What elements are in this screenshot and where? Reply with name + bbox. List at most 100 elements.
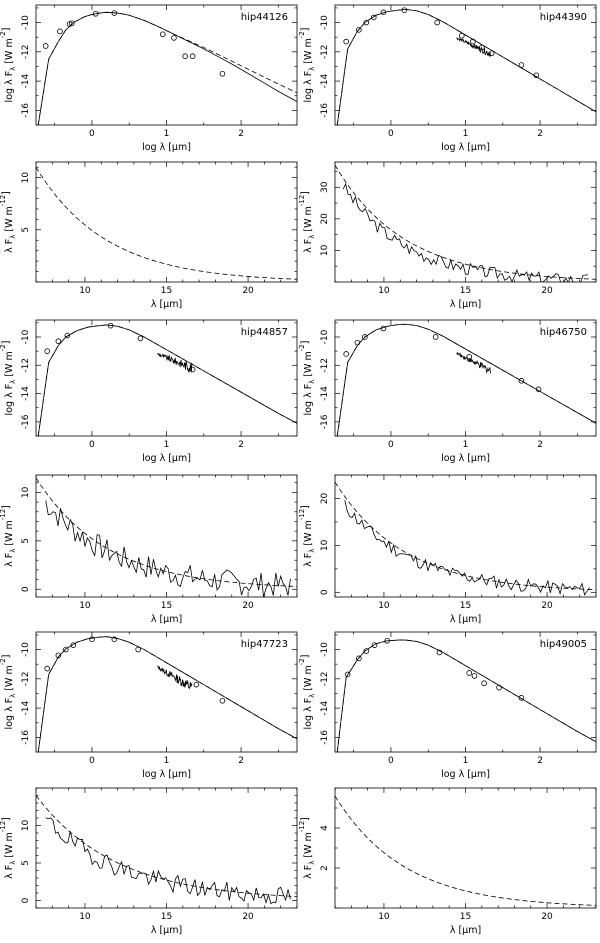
panel-12-frame [334,787,597,909]
panel-9-photometry-point [63,646,69,653]
panel-8-frame [334,474,597,598]
panel-1-xtick-label: 0 [89,129,95,139]
panel-7-ytick-label: 5 [21,538,31,544]
panel-11-xtick-label: 20 [242,912,254,922]
panel-2-photometry-point [488,50,495,57]
panel-1: 0 1 2 -16 -14 -12 -10 log λ [μm] log λ Fλ [W m-2… [0,4,298,153]
panel-5-plot-area [37,322,297,436]
panel-8-xtick-label: 20 [541,601,553,611]
panel-10-model-solid [336,639,596,752]
panel-9-xtick-label: 0 [89,756,95,766]
panel-1-photometry-point [92,10,99,17]
panel-5-irs-spectrum [157,352,193,374]
panel-6-xtick-label: 1 [463,440,469,450]
panel-11-ytick-label: 10 [21,820,31,832]
panel-8-plot-area [335,481,596,596]
panel-9-photometry-point [44,665,50,672]
panel-3-xtick-label: 10 [79,286,91,296]
panel-10-ylabel: log λ Fλ [W m-2] [298,655,316,730]
panel-5-xlabel: log λ [μm] [142,453,191,464]
panel-2: 0 1 2 -16 -14 -12 -10 log λ [μm] log λ Fλ [W m-2… [298,4,597,153]
panel-8-ylabel: λ Fλ [W m-12] [298,505,316,567]
panel-4-ytick-label: 30 [320,181,330,193]
panel-7-ylabel: λ Fλ [W m-12] [0,505,17,567]
panel-4-xtick-label: 15 [460,286,471,296]
panel-11-xtick-label: 15 [161,912,172,922]
panel-11-ylabel: λ Fλ [W m-12] [0,817,17,879]
panel-1-photometry-point [68,20,75,27]
panel-10-photometry-point [344,671,351,678]
panel-6-xtick-label: 2 [537,440,543,450]
panel-2-photometry-point [434,19,440,26]
panel-11-ytick-label: 0 [21,897,31,903]
panel-9-title: hip47723 [241,639,288,650]
panel-9-xtick-label: 2 [238,756,244,766]
panel-9-ytick-label: -14 [21,700,31,715]
panel-12-xtick-label: 20 [541,912,553,922]
panel-2-ytick-label: -12 [320,44,330,59]
panel-6-photometry-point [380,325,387,332]
panel-3-xtick-label: 20 [242,286,254,296]
panel-5-ylabel: log λ Fλ [W m-2] [0,341,17,416]
panel-7-xtick-label: 10 [79,601,91,611]
panel-2-photometry-point [458,32,465,39]
panel-10: 0 1 2 -16 -14 -12 -10 log λ [μm] log λ Fλ [W m-2… [298,631,597,780]
panel-9-ytick-label: -12 [21,671,31,686]
panel-7-plot-area [36,477,297,597]
panel-9-xtick-label: 1 [164,756,170,766]
panel-2-title: hip44390 [540,12,587,23]
panel-2-photometry-point [401,7,408,13]
panel-2-frame [334,4,597,126]
panel-6-ytick-label: -10 [320,329,330,344]
panel-7-ytick-label: 0 [21,586,31,592]
panel-10-photometry-point [356,655,362,662]
panel-7-xtick-label: 20 [242,601,254,611]
panel-7-xtick-label: 15 [161,601,172,611]
panel-6-plot-area [336,323,596,436]
panel-9-photometry-point [219,697,226,704]
panel-2-irs-spectrum [456,37,492,57]
panel-8-ytick-label: 0 [320,589,330,595]
panel-12-plot-area [335,795,596,906]
panel-11-frame [35,787,298,909]
panel-7-ytick-label: 10 [21,486,31,498]
panel-6-title: hip46750 [540,327,587,338]
panel-9-photometry-point [89,636,95,643]
panel-10-ytick-label: -12 [320,671,330,686]
panel-2-xtick-label: 1 [463,129,469,139]
panel-1-photometry-point [171,35,177,41]
panel-3-plot-area [36,167,297,280]
panel-9-model-solid [37,636,297,752]
panel-2-photometry-point [533,72,540,79]
panel-8-xlabel: λ [μm] [450,614,481,625]
panel-7: 10 15 20 0 5 10 λ [μm] λ Fλ [W m-12] [0,474,298,625]
panel-2-photometry-point [356,27,362,33]
panel-1-model-solid [37,11,297,125]
panel-11-irs-spectrum [45,817,291,905]
panel-1-frame [35,4,298,126]
panel-5-xtick-label: 2 [238,440,244,450]
panel-6-xtick-label: 0 [388,440,394,450]
panel-4-xtick-label: 10 [378,286,390,296]
panel-8-ytick-label: 20 [320,492,330,504]
panel-1-photometry-point [42,43,49,49]
panel-6-xlabel: log λ [μm] [441,453,490,464]
panel-1-xlabel: log λ [μm] [142,142,191,153]
panel-12-ytick-label: 2 [320,865,330,871]
panel-6-photometry-point [432,334,439,340]
panel-10-ytick-label: -14 [320,700,330,715]
panel-5-photometry-point [137,335,144,342]
panel-6-model-dashed [336,323,596,436]
panel-2-photometry-point [470,38,476,45]
panel-8: 10 15 20 0 10 20 λ [μm] λ Fλ [W m-12] [298,474,597,625]
panel-9-irs-spectrum [157,665,193,690]
panel-4-ytick-label: 10 [320,244,330,256]
panel-2-ytick-label: -10 [320,15,330,30]
panel-5-ytick-label: -14 [21,386,31,401]
panel-2-model-dashed [336,8,596,125]
panel-5-title: hip44857 [241,327,288,338]
panel-6-irs-spectrum [456,351,492,374]
panel-8-irs-spectrum [344,500,590,596]
panel-4-xtick-label: 20 [541,286,553,296]
